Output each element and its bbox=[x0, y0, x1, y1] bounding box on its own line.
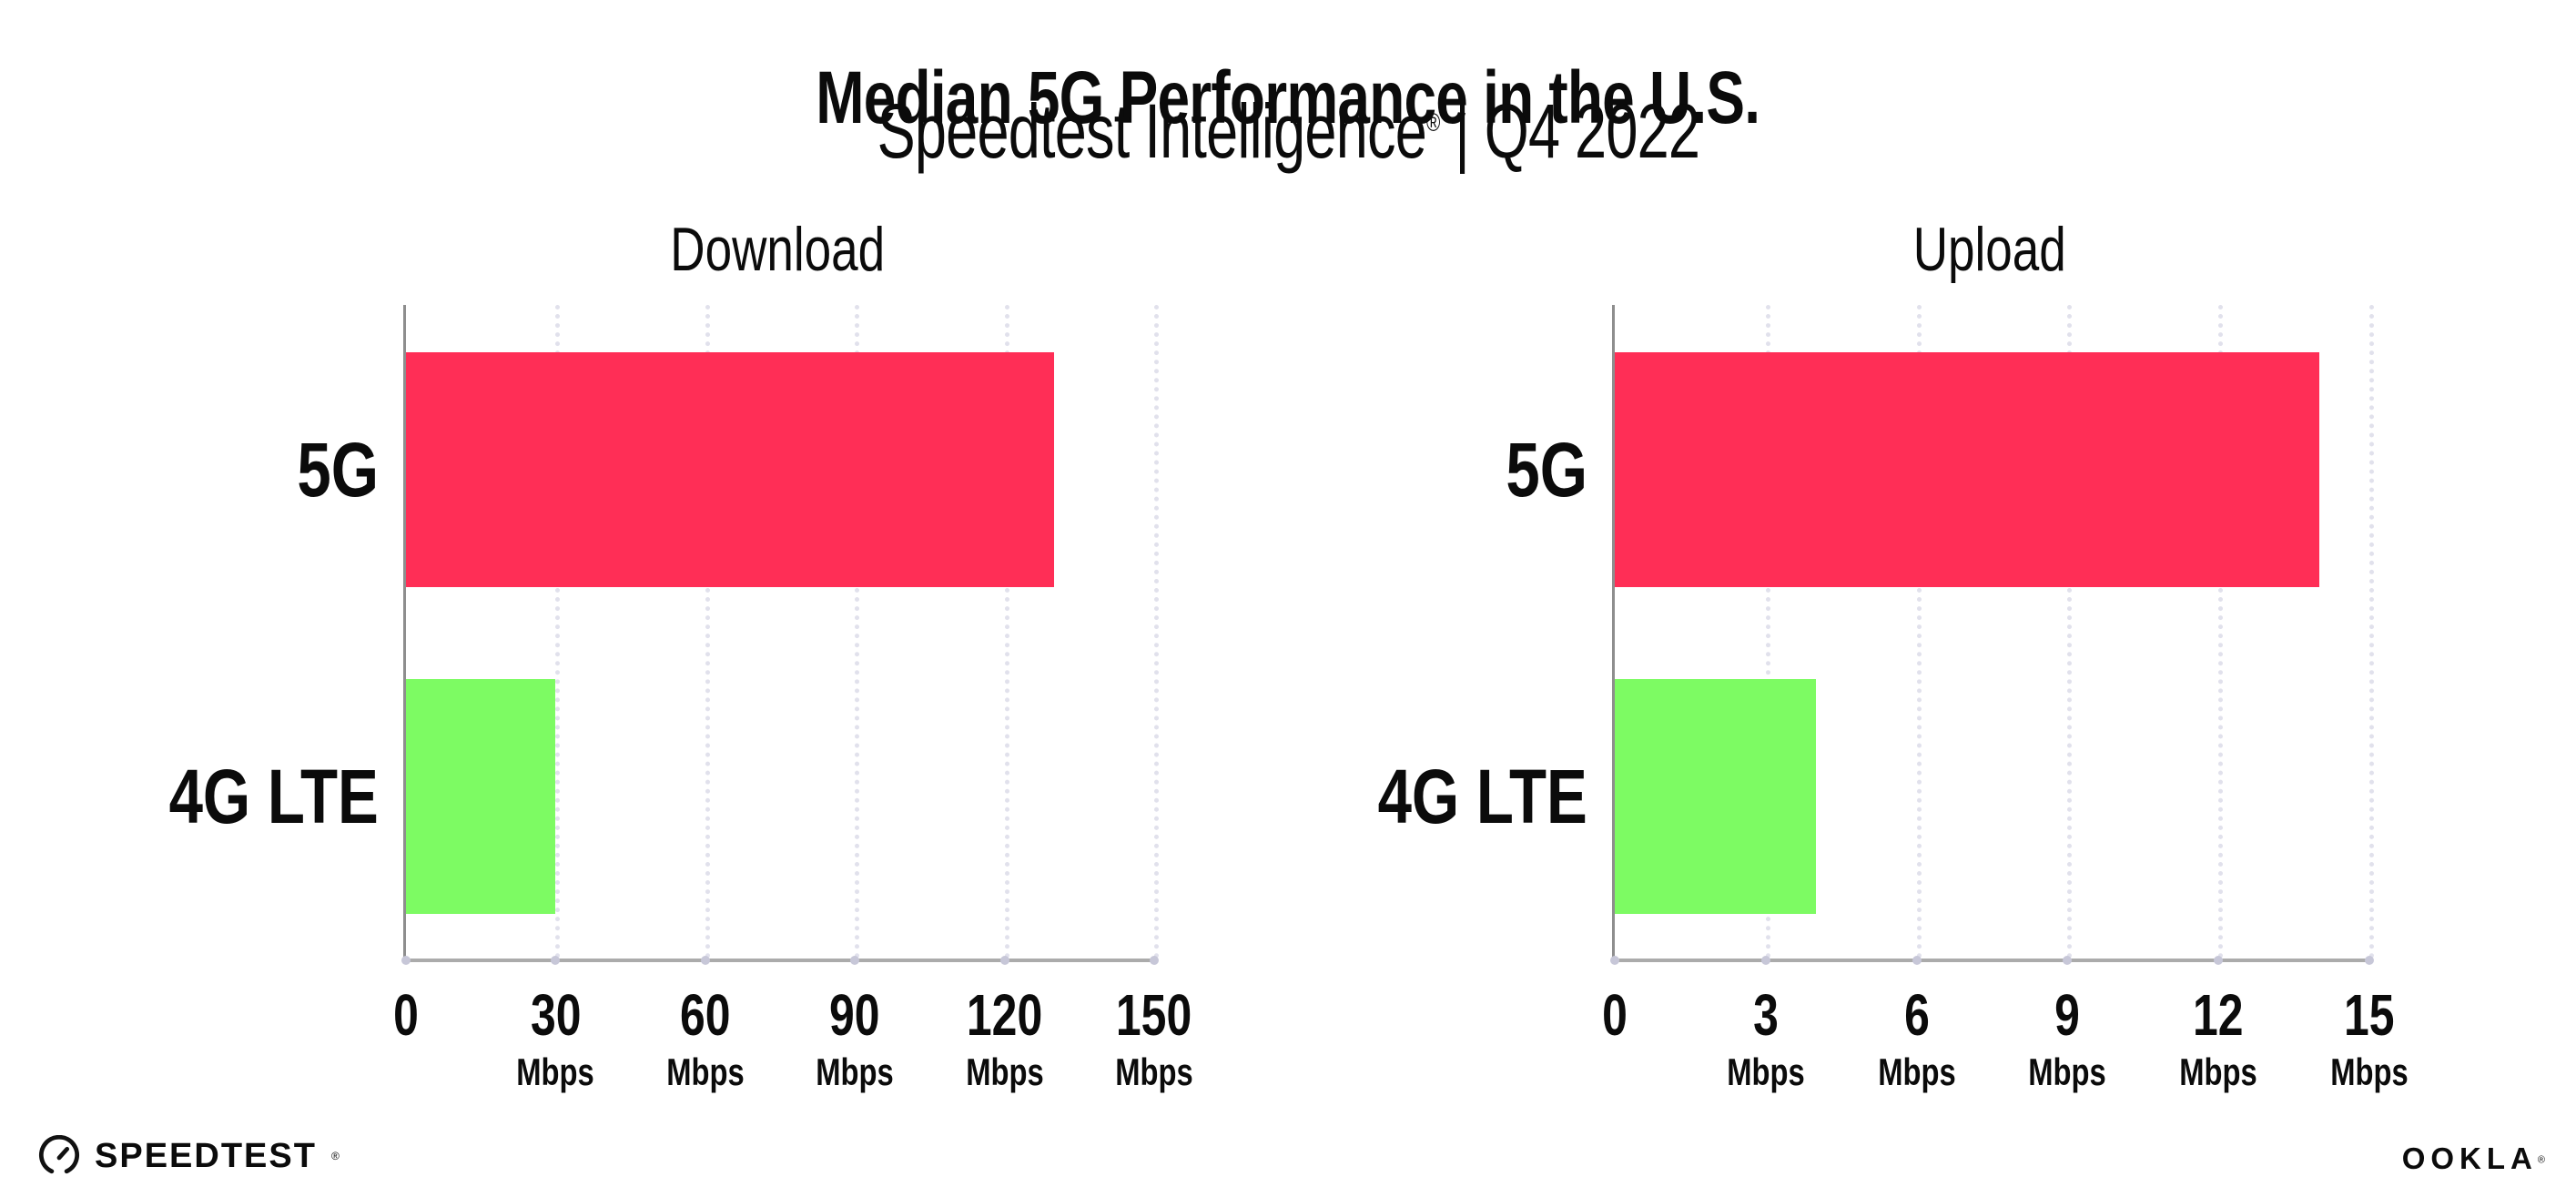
tick-unit: Mbps bbox=[2179, 1050, 2257, 1093]
upload-chart-title: Upload bbox=[1912, 215, 2066, 284]
upload-plot-area: 0 3 Mbps 6 Mbps 9 Mbps 12 Mbps 15 Mbps 5G 4G LTE bbox=[1378, 305, 2409, 1091]
gridline-9 bbox=[2067, 305, 2073, 959]
speedtest-wordmark: SPEEDTEST bbox=[95, 1137, 317, 1175]
gridline-60 bbox=[705, 305, 710, 959]
tick-unit: Mbps bbox=[2028, 1050, 2107, 1093]
tick-label-0: 0 bbox=[1598, 986, 1631, 1044]
tick-value: 6 bbox=[1903, 982, 1930, 1048]
tick-dot-0 bbox=[1610, 956, 1619, 965]
speedtest-logo: SPEEDTEST ® bbox=[38, 1135, 340, 1177]
download-bar-5g bbox=[406, 352, 1055, 587]
gridline-150 bbox=[1154, 305, 1159, 959]
tick-value: 3 bbox=[1752, 982, 1779, 1048]
ookla-registered-mark: ® bbox=[2537, 1154, 2545, 1166]
tick-value: 0 bbox=[1602, 982, 1628, 1048]
registered-mark: ® bbox=[1425, 108, 1440, 137]
gridline-12 bbox=[2218, 305, 2224, 959]
page-subtitle: Speedtest Intelligence® | Q4 2022 bbox=[0, 91, 2576, 171]
tick-unit: Mbps bbox=[2330, 1050, 2409, 1093]
gridline-15 bbox=[2369, 305, 2374, 959]
gridline-3 bbox=[1765, 305, 1770, 959]
tick-unit: Mbps bbox=[1877, 1050, 1956, 1093]
tick-value: 0 bbox=[393, 982, 419, 1048]
tick-value: 150 bbox=[1116, 982, 1192, 1048]
tick-value: 12 bbox=[2193, 982, 2244, 1048]
upload-bar-4g-lte bbox=[1615, 679, 1817, 914]
download-plot-area: 0 30 Mbps 60 Mbps 90 Mbps 120 Mbps 150 Mbps 5G 4G LT… bbox=[169, 305, 1193, 1091]
page-title: Median 5G Performance in the U.S. bbox=[816, 56, 1761, 139]
tick-dot-30 bbox=[551, 956, 561, 965]
tick-dot-15 bbox=[2365, 956, 2374, 965]
upload-bar-5g bbox=[1615, 352, 2319, 587]
speedtest-registered-mark: ® bbox=[330, 1150, 340, 1162]
gridline-120 bbox=[1004, 305, 1009, 959]
tick-value: 30 bbox=[530, 982, 582, 1048]
row-label-4g-lte: 4G LTE bbox=[168, 754, 379, 839]
tick-label-30: 30 Mbps bbox=[506, 986, 606, 1091]
tick-label-120: 120 Mbps bbox=[955, 986, 1055, 1091]
subtitle-period: | Q4 2022 bbox=[1439, 88, 1700, 174]
tick-dot-12 bbox=[2214, 956, 2224, 965]
tick-label-6: 6 Mbps bbox=[1867, 986, 1967, 1091]
row-label-4g-lte: 4G LTE bbox=[1377, 754, 1587, 839]
ookla-wordmark: OOKLA bbox=[2401, 1141, 2538, 1175]
tick-label-9: 9 Mbps bbox=[2018, 986, 2118, 1091]
tick-value: 9 bbox=[2054, 982, 2081, 1048]
download-bar-4g-lte bbox=[406, 679, 556, 914]
tick-unit: Mbps bbox=[1727, 1050, 1805, 1093]
tick-unit: Mbps bbox=[1115, 1050, 1193, 1093]
tick-unit: Mbps bbox=[965, 1050, 1044, 1093]
gridline-6 bbox=[1916, 305, 1922, 959]
tick-value: 90 bbox=[829, 982, 880, 1048]
tick-dot-120 bbox=[999, 956, 1009, 965]
row-label-5g: 5G bbox=[297, 427, 379, 512]
tick-dot-9 bbox=[2063, 956, 2073, 965]
tick-dot-90 bbox=[850, 956, 860, 965]
tick-label-12: 12 Mbps bbox=[2168, 986, 2268, 1091]
tick-unit: Mbps bbox=[516, 1050, 595, 1093]
gridline-90 bbox=[855, 305, 860, 959]
tick-label-90: 90 Mbps bbox=[805, 986, 905, 1091]
subtitle-brand: Speedtest Intelligence bbox=[877, 88, 1426, 174]
tick-dot-0 bbox=[401, 956, 411, 965]
gridline-30 bbox=[555, 305, 561, 959]
tick-label-15: 15 Mbps bbox=[2319, 986, 2419, 1091]
tick-value: 15 bbox=[2344, 982, 2395, 1048]
tick-label-150: 150 Mbps bbox=[1104, 986, 1204, 1091]
tick-unit: Mbps bbox=[666, 1050, 745, 1093]
tick-value: 120 bbox=[966, 982, 1043, 1048]
tick-dot-150 bbox=[1150, 956, 1159, 965]
tick-unit: Mbps bbox=[816, 1050, 894, 1093]
tick-label-60: 60 Mbps bbox=[655, 986, 756, 1091]
ookla-logo: OOKLA® bbox=[2402, 1143, 2545, 1173]
row-label-5g: 5G bbox=[1506, 427, 1587, 512]
speedtest-gauge-icon bbox=[38, 1135, 80, 1174]
tick-value: 60 bbox=[680, 982, 731, 1048]
tick-dot-3 bbox=[1760, 956, 1770, 965]
tick-dot-60 bbox=[700, 956, 710, 965]
tick-label-0: 0 bbox=[390, 986, 422, 1044]
download-chart-title: Download bbox=[670, 215, 885, 284]
tick-dot-6 bbox=[1912, 956, 1922, 965]
tick-label-3: 3 Mbps bbox=[1716, 986, 1816, 1091]
